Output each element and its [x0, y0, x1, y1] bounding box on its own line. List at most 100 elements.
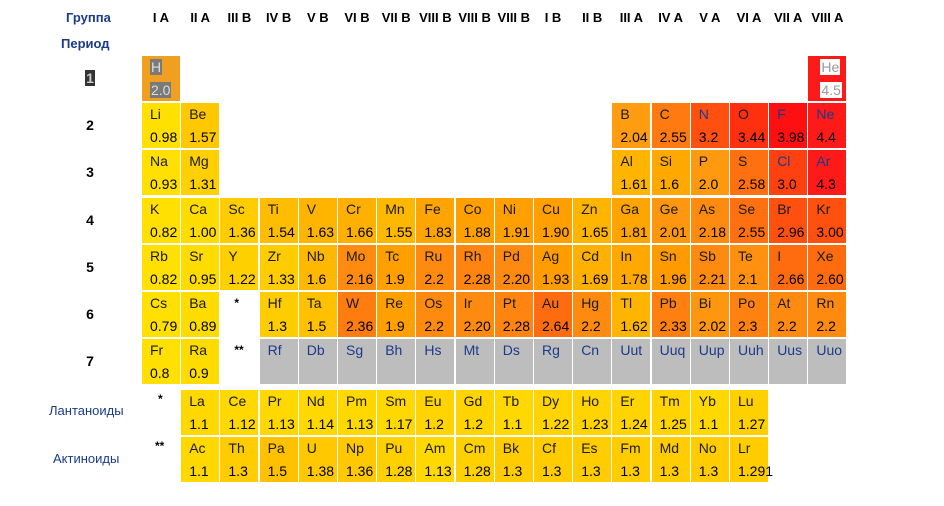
element-cell-ho[interactable]: Ho 1.23: [573, 390, 612, 435]
element-cell-re[interactable]: Re 1.9: [377, 292, 416, 337]
element-cell-sm[interactable]: Sm 1.17: [377, 390, 416, 435]
element-cell-ba[interactable]: Ba 0.89: [181, 292, 220, 337]
element-cell-w[interactable]: W 2.36: [338, 292, 376, 337]
element-cell-yb[interactable]: Yb 1.1: [690, 390, 729, 435]
element-cell-rb[interactable]: Rb 0.82: [142, 244, 180, 290]
element-cell-tm[interactable]: Tm 1.25: [651, 390, 690, 435]
element-cell-th[interactable]: Th 1.3: [220, 437, 259, 483]
element-cell-mg[interactable]: Mg 1.31: [181, 150, 220, 196]
element-cell-sb[interactable]: Sb 2.21: [690, 244, 729, 290]
element-cell-c[interactable]: C 2.55: [651, 103, 690, 149]
element-cell-pa[interactable]: Pa 1.5: [259, 437, 298, 483]
element-cell-te[interactable]: Te 2.1: [730, 244, 768, 290]
element-cell-md[interactable]: Md 1.3: [651, 437, 690, 483]
element-cell-sg[interactable]: Sg: [338, 339, 376, 385]
element-cell-hf[interactable]: Hf 1.3: [259, 292, 298, 337]
element-cell-sc[interactable]: Sc 1.36: [220, 197, 259, 243]
element-cell-co[interactable]: Co 1.88: [455, 197, 494, 243]
element-cell-ta[interactable]: Ta 1.5: [298, 292, 337, 337]
element-cell-pd[interactable]: Pd 2.20: [494, 244, 533, 290]
element-cell-sn[interactable]: Sn 1.96: [651, 244, 690, 290]
element-cell-i[interactable]: I 2.66: [769, 244, 808, 290]
element-cell-be[interactable]: Be 1.57: [181, 103, 220, 149]
element-cell-ne[interactable]: Ne 4.4: [808, 103, 847, 149]
element-cell-po[interactable]: Po 2.3: [730, 292, 768, 337]
element-cell-cn[interactable]: Cn: [573, 339, 612, 385]
element-cell-u[interactable]: U 1.38: [298, 437, 337, 483]
element-cell-cf[interactable]: Cf 1.3: [534, 437, 572, 483]
element-cell-ce[interactable]: Ce 1.12: [220, 390, 259, 435]
element-cell-kr[interactable]: Kr 3.00: [808, 197, 847, 243]
element-cell-tl[interactable]: Tl 1.62: [612, 292, 651, 337]
element-cell-pb[interactable]: Pb 2.33: [651, 292, 690, 337]
element-cell-tb[interactable]: Tb 1.1: [494, 390, 533, 435]
element-cell-bh[interactable]: Bh: [377, 339, 416, 385]
element-cell-v[interactable]: V 1.63: [298, 197, 337, 243]
element-cell-uuq[interactable]: Uuq: [651, 339, 690, 385]
element-cell-ge[interactable]: Ge 2.01: [651, 197, 690, 243]
element-cell-au[interactable]: Au 2.64: [534, 292, 572, 337]
element-cell-hs[interactable]: Hs: [416, 339, 455, 385]
element-cell-lu[interactable]: Lu 1.27: [730, 390, 768, 435]
element-cell-mo[interactable]: Mo 2.16: [338, 244, 376, 290]
element-cell-rn[interactable]: Rn 2.2: [808, 292, 847, 337]
element-cell-rf[interactable]: Rf: [259, 339, 298, 385]
element-cell-np[interactable]: Np 1.36: [338, 437, 376, 483]
element-cell-ag[interactable]: Ag 1.93: [534, 244, 572, 290]
element-cell-nb[interactable]: Nb 1.6: [298, 244, 337, 290]
element-cell-rg[interactable]: Rg: [534, 339, 572, 385]
element-cell-pm[interactable]: Pm 1.13: [338, 390, 376, 435]
element-cell-uut[interactable]: Uut: [612, 339, 651, 385]
element-cell-ca[interactable]: Ca 1.00: [181, 197, 220, 243]
element-cell-mt[interactable]: Mt: [455, 339, 494, 385]
element-cell-h[interactable]: H 2.0: [142, 56, 180, 101]
element-cell-es[interactable]: Es 1.3: [573, 437, 612, 483]
element-cell-uuo[interactable]: Uuo: [808, 339, 847, 385]
element-cell-tc[interactable]: Tc 1.9: [377, 244, 416, 290]
element-cell-dy[interactable]: Dy 1.22: [534, 390, 572, 435]
element-cell-ga[interactable]: Ga 1.81: [612, 197, 651, 243]
element-cell-y[interactable]: Y 1.22: [220, 244, 259, 290]
element-cell-mn[interactable]: Mn 1.55: [377, 197, 416, 243]
element-cell-no[interactable]: No 1.3: [690, 437, 729, 483]
element-cell-s[interactable]: S 2.58: [730, 150, 768, 196]
element-cell-o[interactable]: O 3.44: [730, 103, 768, 149]
element-cell-la[interactable]: La 1.1: [181, 390, 220, 435]
element-cell-sr[interactable]: Sr 0.95: [181, 244, 220, 290]
element-cell-uup[interactable]: Uup: [690, 339, 729, 385]
element-cell-se[interactable]: Se 2.55: [730, 197, 768, 243]
element-cell-na[interactable]: Na 0.93: [142, 150, 180, 196]
element-cell-si[interactable]: Si 1.6: [651, 150, 690, 196]
element-cell-zn[interactable]: Zn 1.65: [573, 197, 612, 243]
element-cell-bi[interactable]: Bi 2.02: [690, 292, 729, 337]
element-cell-nd[interactable]: Nd 1.14: [298, 390, 337, 435]
element-cell-pu[interactable]: Pu 1.28: [377, 437, 416, 483]
element-cell-ar[interactable]: Ar 4.3: [808, 150, 847, 196]
element-cell-ir[interactable]: Ir 2.20: [455, 292, 494, 337]
element-cell-cd[interactable]: Cd 1.69: [573, 244, 612, 290]
element-cell-db[interactable]: Db: [298, 339, 337, 385]
element-cell-uus[interactable]: Uus: [769, 339, 808, 385]
element-cell-he[interactable]: He 4.5: [808, 56, 847, 101]
element-cell-ds[interactable]: Ds: [494, 339, 533, 385]
element-cell-cm[interactable]: Cm 1.28: [455, 437, 494, 483]
element-cell-as[interactable]: As 2.18: [690, 197, 729, 243]
element-cell-b[interactable]: B 2.04: [612, 103, 651, 149]
element-cell-cs[interactable]: Cs 0.79: [142, 292, 180, 337]
element-cell-cr[interactable]: Cr 1.66: [338, 197, 376, 243]
element-cell-al[interactable]: Al 1.61: [612, 150, 651, 196]
element-cell-er[interactable]: Er 1.24: [612, 390, 651, 435]
element-cell-n[interactable]: N 3.2: [690, 103, 729, 149]
element-cell-uuh[interactable]: Uuh: [730, 339, 768, 385]
element-cell-ra[interactable]: Ra 0.9: [181, 339, 220, 385]
element-cell-in[interactable]: In 1.78: [612, 244, 651, 290]
element-cell-fe[interactable]: Fe 1.83: [416, 197, 455, 243]
element-cell-am[interactable]: Am 1.13: [416, 437, 455, 483]
element-cell-fm[interactable]: Fm 1.3: [612, 437, 651, 483]
element-cell-xe[interactable]: Xe 2.60: [808, 244, 847, 290]
element-cell-fr[interactable]: Fr 0.8: [142, 339, 180, 385]
element-cell-bk[interactable]: Bk 1.3: [494, 437, 533, 483]
element-cell-lr[interactable]: Lr 1.291: [730, 437, 773, 483]
element-cell-p[interactable]: P 2.0: [690, 150, 729, 196]
element-cell-hg[interactable]: Hg 2.2: [573, 292, 612, 337]
